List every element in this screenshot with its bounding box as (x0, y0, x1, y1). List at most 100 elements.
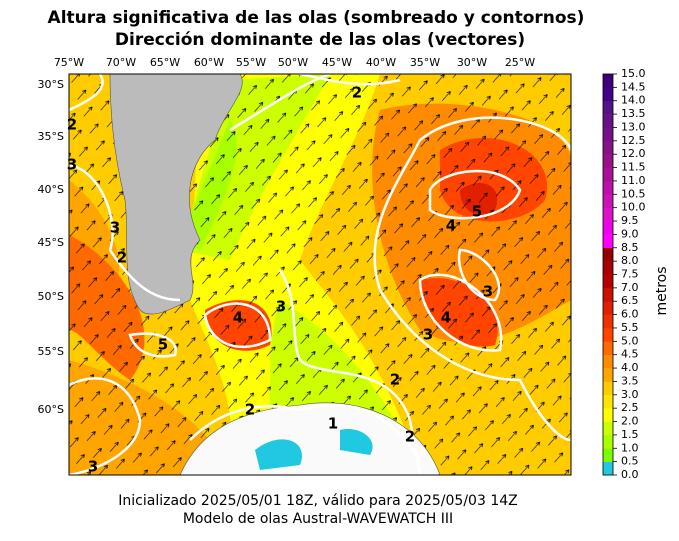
contour-label: 2 (117, 249, 127, 267)
colorbar-tick-label: 2.0 (621, 415, 639, 428)
contour-label: 3 (67, 156, 77, 174)
colorbar-band (603, 354, 613, 369)
colorbar-band (603, 247, 613, 262)
lon-label: 25°W (505, 56, 535, 69)
colorbar-tick-label: 2.5 (621, 401, 639, 414)
contour-label: 3 (88, 458, 98, 476)
map-frame (68, 73, 572, 476)
contour-label: 1 (328, 415, 338, 433)
colorbar-tick-label: 0.0 (621, 468, 639, 481)
contour-label: 2 (67, 116, 77, 134)
colorbar-tick-label: 3.0 (621, 388, 639, 401)
contour (229, 74, 401, 132)
lon-label: 50°W (278, 56, 308, 69)
colorbar-tick-label: 7.5 (621, 268, 639, 281)
contour (69, 74, 104, 112)
colorbar-band (603, 408, 613, 422)
contour-label: 2 (390, 371, 400, 389)
colorbar-tick-label: 9.0 (621, 227, 639, 240)
colorbar-tick-label: 6.0 (621, 308, 639, 321)
contour (428, 169, 522, 220)
contour-label: 4 (441, 309, 451, 327)
colorbar-band (603, 114, 613, 128)
contour (373, 116, 571, 442)
colorbar-band (603, 394, 613, 409)
contour-label: 3 (483, 283, 493, 301)
map (69, 74, 571, 475)
colorbar-band (603, 368, 613, 382)
lon-label: 70°W (106, 56, 136, 69)
colorbar-tick-label: 7.0 (621, 281, 639, 294)
colorbar-tick-label: 13.0 (621, 120, 646, 133)
colorbar-tick-label: 12.5 (621, 134, 646, 147)
colorbar-tick-label: 4.5 (621, 348, 639, 361)
lat-label: 45°S (38, 236, 64, 249)
colorbar-band (603, 100, 613, 115)
colorbar-band (603, 234, 613, 249)
colorbar-band (603, 140, 613, 155)
colorbar-label: metros (654, 266, 670, 315)
colorbar-band (603, 261, 613, 275)
colorbar-tick-label: 8.0 (621, 254, 639, 267)
contour-label: 4 (233, 309, 243, 327)
colorbar-tick-label: 0.5 (621, 455, 639, 468)
contour (128, 332, 177, 358)
contour-label: 4 (446, 217, 456, 235)
colorbar-band (603, 327, 613, 342)
lon-label: 45°W (322, 56, 352, 69)
colorbar-band (603, 167, 613, 182)
colorbar-band (603, 207, 613, 222)
contour (457, 248, 501, 302)
land-antarctica (179, 402, 441, 475)
footer: Inicializado 2025/05/01 18Z, válido para… (118, 493, 517, 509)
contour-label: 3 (276, 298, 286, 316)
colorbar-tick-label: 10.0 (621, 201, 646, 214)
colorbar-band (603, 301, 613, 315)
lat-label: 35°S (38, 130, 64, 143)
title: Altura significativa de las olas (sombre… (48, 8, 585, 28)
lon-label: 35°W (410, 56, 440, 69)
colorbar-tick-label: 6.5 (621, 294, 639, 307)
colorbar-band (603, 154, 613, 168)
lat-label: 60°S (38, 403, 64, 416)
contour-label: 3 (423, 326, 433, 344)
lat-label: 40°S (38, 183, 64, 196)
colorbar-band (603, 314, 613, 329)
colorbar-tick-label: 12.0 (621, 147, 646, 160)
colorbar-band (603, 448, 613, 462)
colorbar-band (603, 221, 613, 235)
contour-label: 2 (405, 428, 415, 446)
contour-label: 5 (472, 203, 482, 221)
colorbar-tick-label: 14.5 (621, 80, 646, 93)
colorbar-band (603, 274, 613, 289)
colorbar-tick-label: 11.0 (621, 174, 646, 187)
lon-label: 60°W (194, 56, 224, 69)
colorbar-tick-label: 8.5 (621, 241, 639, 254)
contour (69, 163, 181, 302)
colorbar-band (603, 127, 613, 142)
contour (189, 403, 422, 461)
title: Dirección dominante de las olas (vectore… (115, 30, 525, 50)
contour-label: 3 (110, 219, 120, 237)
colorbar-band (603, 421, 613, 436)
lon-label: 55°W (236, 56, 266, 69)
colorbar-tick-label: 5.0 (621, 334, 639, 347)
land-south-america (109, 74, 243, 315)
footer: Modelo de olas Austral-WAVEWATCH III (183, 511, 453, 527)
lon-label: 75°W (54, 56, 84, 69)
lat-label: 55°S (38, 345, 64, 358)
colorbar-tick-label: 5.5 (621, 321, 639, 334)
contour-label: 5 (158, 336, 168, 354)
colorbar-tick-label: 4.0 (621, 361, 639, 374)
shade (255, 429, 373, 470)
colorbar-tick-label: 10.5 (621, 187, 646, 200)
contour (418, 273, 503, 352)
colorbar-band (603, 287, 613, 302)
colorbar-band (603, 180, 613, 195)
colorbar-tick-label: 9.5 (621, 214, 639, 227)
colorbar-tick-label: 14.0 (621, 94, 646, 107)
contour-label: 2 (245, 401, 255, 419)
colorbar-tick-label: 1.0 (621, 441, 639, 454)
contour (203, 302, 272, 349)
